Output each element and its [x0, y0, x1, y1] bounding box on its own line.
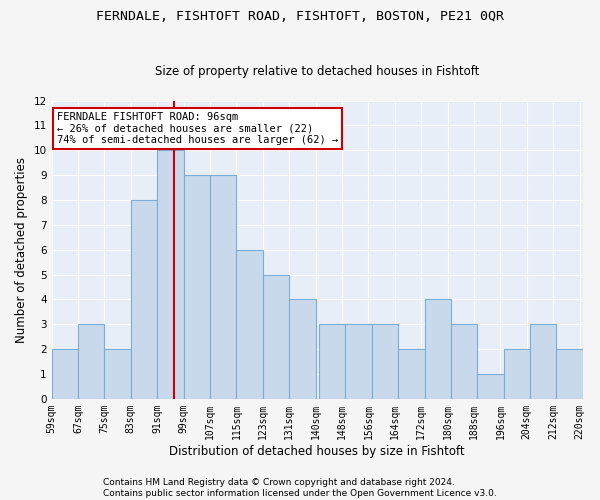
Title: Size of property relative to detached houses in Fishtoft: Size of property relative to detached ho… — [155, 66, 479, 78]
Bar — [210, 175, 236, 399]
Bar — [78, 324, 104, 399]
Bar — [236, 250, 263, 399]
Y-axis label: Number of detached properties: Number of detached properties — [15, 156, 28, 342]
Text: FERNDALE FISHTOFT ROAD: 96sqm
← 26% of detached houses are smaller (22)
74% of s: FERNDALE FISHTOFT ROAD: 96sqm ← 26% of d… — [56, 112, 338, 145]
Text: Contains HM Land Registry data © Crown copyright and database right 2024.
Contai: Contains HM Land Registry data © Crown c… — [103, 478, 497, 498]
Bar — [398, 349, 425, 399]
Bar — [530, 324, 556, 399]
Bar — [556, 349, 583, 399]
Bar — [372, 324, 398, 399]
Bar — [425, 300, 451, 399]
Bar — [104, 349, 131, 399]
Bar — [52, 349, 78, 399]
Bar — [503, 349, 530, 399]
Bar — [157, 150, 184, 399]
Bar — [346, 324, 372, 399]
Bar — [478, 374, 503, 399]
Bar — [263, 274, 289, 399]
Text: FERNDALE, FISHTOFT ROAD, FISHTOFT, BOSTON, PE21 0QR: FERNDALE, FISHTOFT ROAD, FISHTOFT, BOSTO… — [96, 10, 504, 23]
Bar — [184, 175, 210, 399]
Bar — [289, 300, 316, 399]
Bar — [319, 324, 346, 399]
Bar — [131, 200, 157, 399]
Bar — [451, 324, 478, 399]
X-axis label: Distribution of detached houses by size in Fishtoft: Distribution of detached houses by size … — [169, 444, 465, 458]
